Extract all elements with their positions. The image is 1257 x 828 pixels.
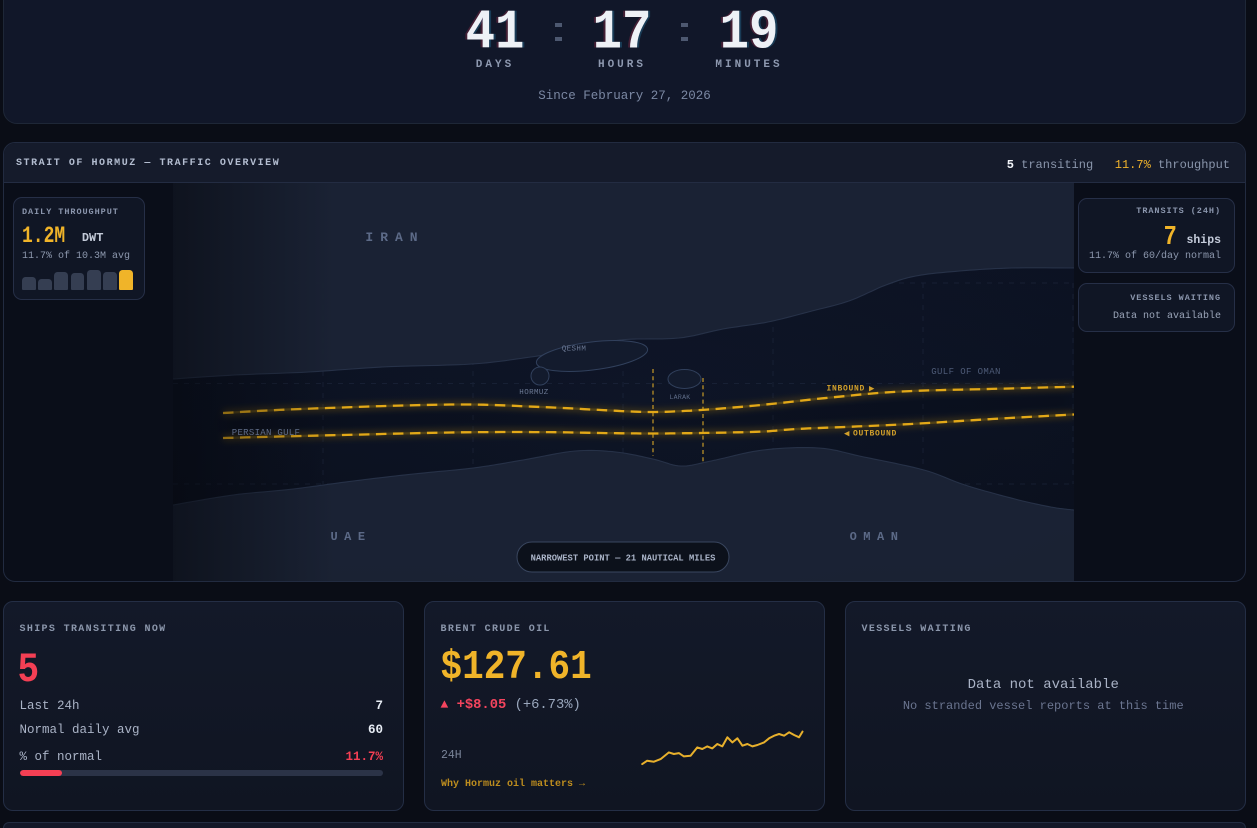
svg-text:◀: ◀ <box>844 431 850 439</box>
svg-text:QESHM: QESHM <box>562 346 587 354</box>
svg-text:NARROWEST POINT — 21 NAUTICAL: NARROWEST POINT — 21 NAUTICAL MILES <box>531 554 716 564</box>
svg-text:HORMUZ: HORMUZ <box>519 389 549 397</box>
svg-text:OMAN: OMAN <box>850 530 905 544</box>
svg-text:GULF OF OMAN: GULF OF OMAN <box>931 367 1001 377</box>
svg-text:IRAN: IRAN <box>365 230 424 245</box>
svg-text:OUTBOUND: OUTBOUND <box>853 430 897 439</box>
svg-text:INBOUND: INBOUND <box>826 385 865 394</box>
svg-text:▶: ▶ <box>869 386 875 394</box>
svg-text:UAE: UAE <box>330 530 371 544</box>
svg-text:PERSIAN GULF: PERSIAN GULF <box>232 428 300 438</box>
svg-text:LARAK: LARAK <box>669 394 690 401</box>
